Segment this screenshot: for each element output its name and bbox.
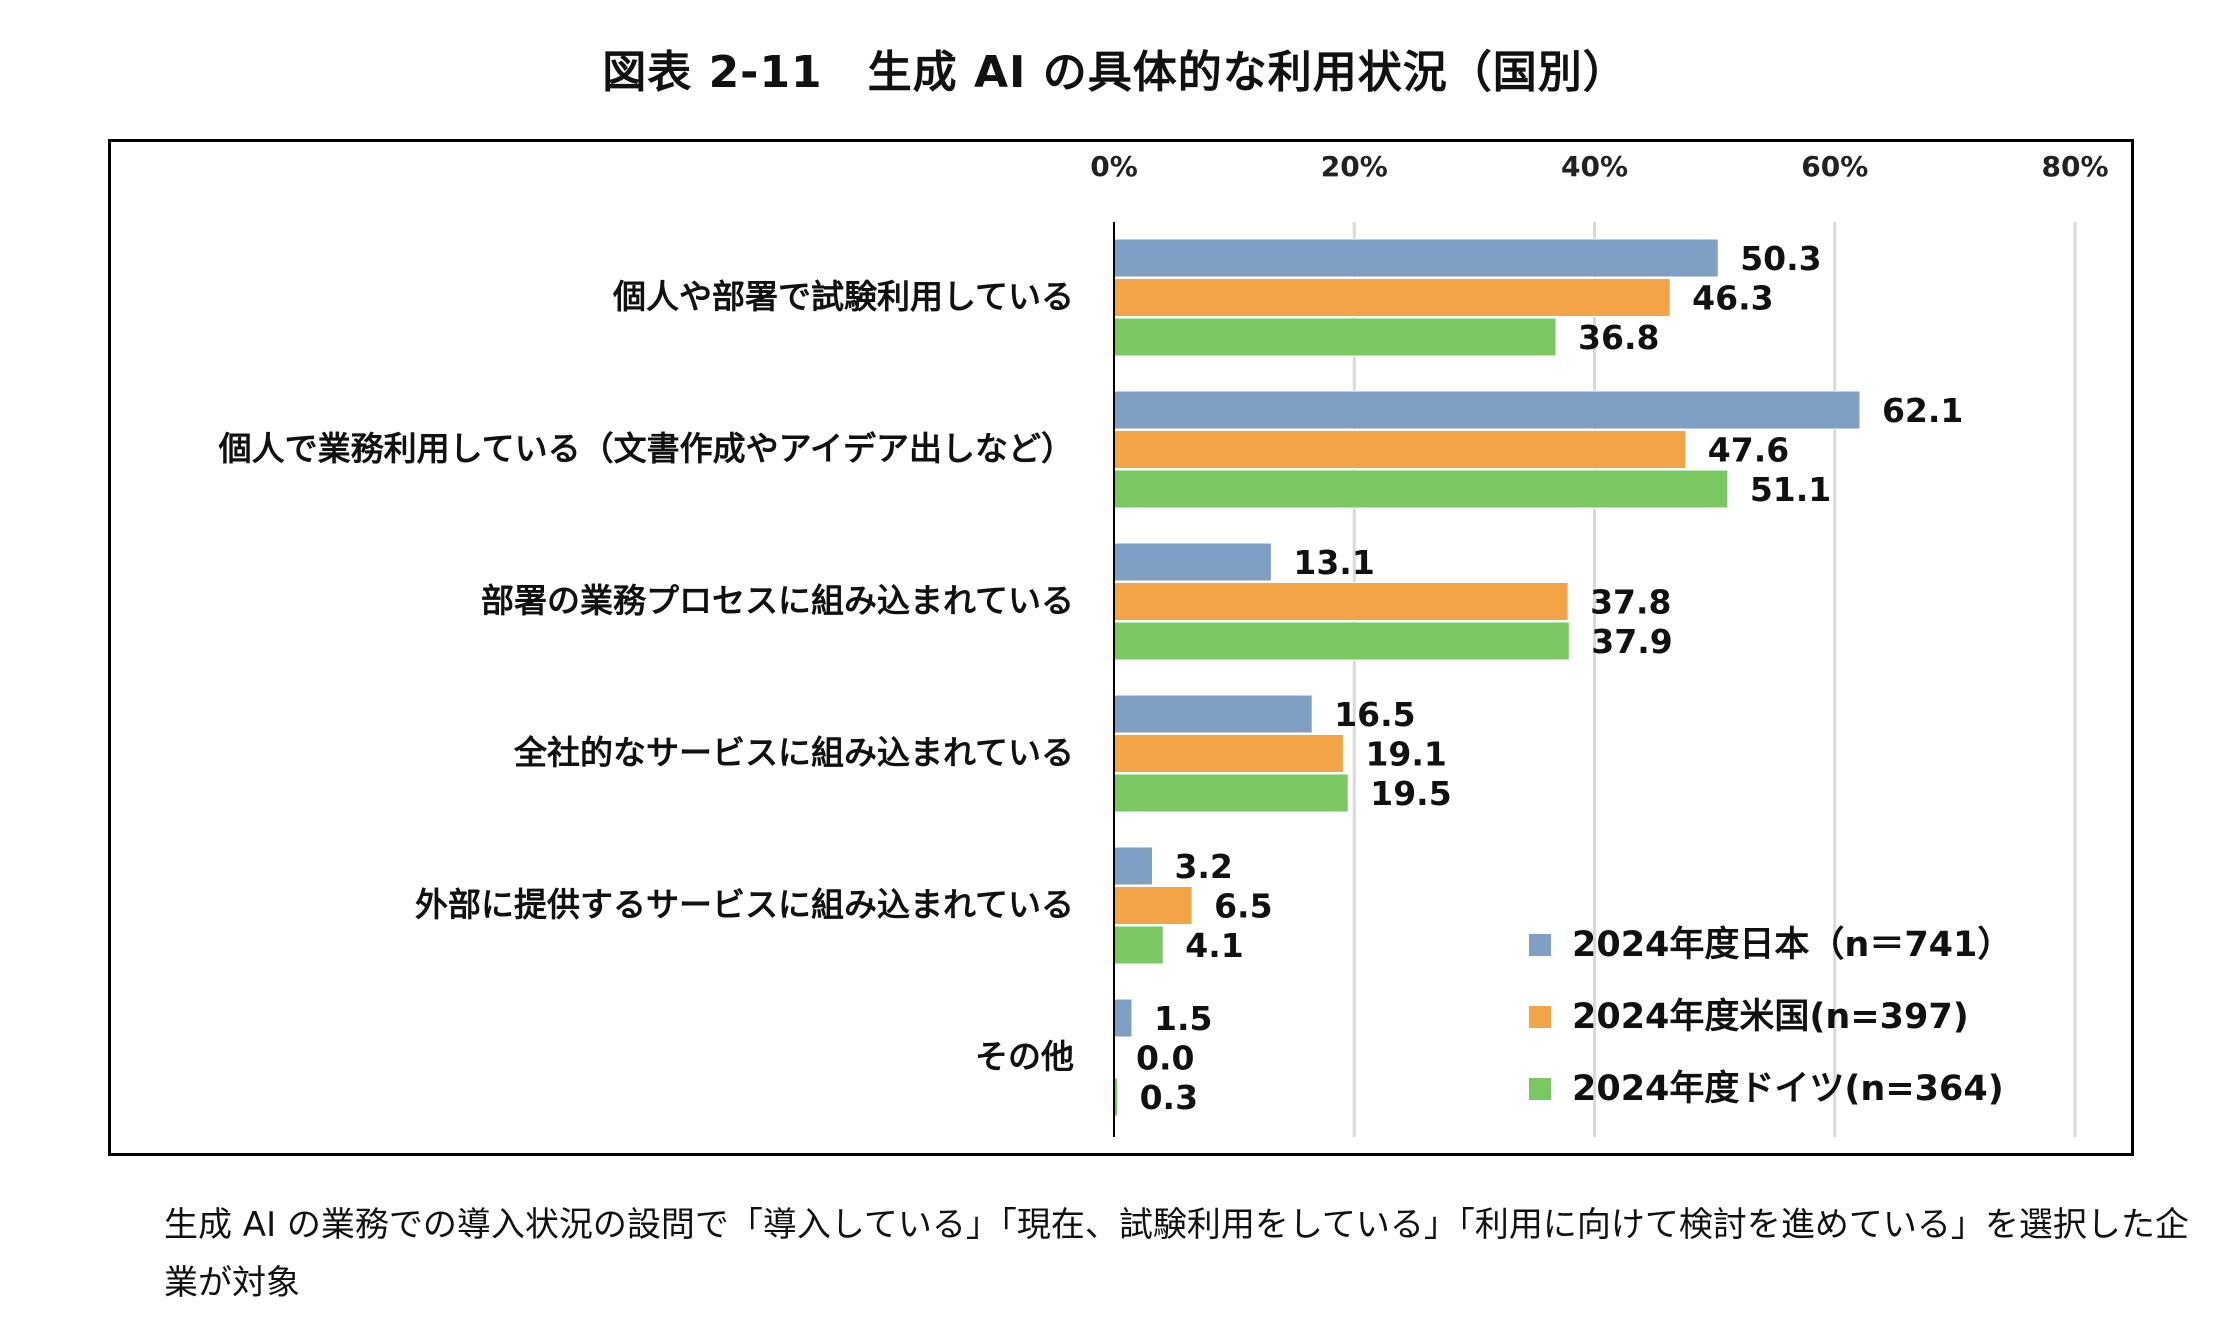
data-label: 51.1	[1750, 470, 1831, 509]
bar	[1113, 430, 1687, 469]
bar	[1113, 998, 1133, 1038]
bar	[1113, 542, 1272, 582]
data-label: 19.5	[1370, 774, 1451, 813]
category-label: 個人や部署で試験利用している	[612, 277, 1074, 316]
bar	[1113, 886, 1193, 925]
data-label: 47.6	[1708, 431, 1789, 470]
x-tick-label: 60%	[1801, 150, 1868, 183]
data-label: 50.3	[1740, 239, 1821, 278]
data-label: 37.8	[1590, 583, 1671, 622]
chart-frame	[108, 139, 2134, 1156]
x-tick-label: 40%	[1561, 150, 1628, 183]
bar	[1113, 278, 1671, 317]
bar	[1113, 925, 1164, 965]
bar	[1113, 773, 1349, 813]
data-label: 62.1	[1882, 391, 1963, 430]
category-label: その他	[975, 1037, 1074, 1076]
legend-label: 2024年度日本（n＝741）	[1572, 925, 2012, 965]
data-label: 16.5	[1334, 695, 1415, 734]
bar	[1113, 734, 1344, 773]
legend-swatch	[1529, 934, 1551, 956]
bar	[1113, 621, 1570, 661]
data-label: 37.9	[1591, 622, 1672, 661]
data-label: 0.3	[1140, 1078, 1198, 1117]
legend-swatch	[1529, 1006, 1551, 1028]
data-label: 13.1	[1293, 543, 1374, 582]
data-label: 6.5	[1214, 887, 1272, 926]
bar	[1113, 582, 1569, 621]
data-label: 19.1	[1365, 735, 1446, 774]
chart-title: 図表 2-11 生成 AI の具体的な利用状況（国別）	[602, 47, 1628, 98]
data-label: 46.3	[1692, 279, 1773, 318]
legend-swatch	[1529, 1078, 1551, 1100]
bar	[1113, 390, 1861, 430]
category-label: 外部に提供するサービスに組み込まれている	[415, 885, 1074, 924]
data-label: 1.5	[1154, 999, 1212, 1038]
category-label: 全社的なサービスに組み込まれている	[513, 733, 1074, 772]
data-label: 4.1	[1185, 926, 1243, 965]
x-tick-label: 20%	[1321, 150, 1388, 183]
legend-label: 2024年度ドイツ(n=364)	[1572, 1069, 2004, 1109]
bar	[1113, 317, 1557, 357]
x-tick-label: 80%	[2041, 150, 2108, 183]
footnote: 生成 AI の業務での導入状況の設問で「導入している」「現在、試験利用をしている…	[164, 1205, 2189, 1303]
bar	[1113, 694, 1313, 734]
legend-label: 2024年度米国(n=397)	[1572, 997, 1969, 1037]
bar	[1113, 238, 1719, 278]
bar	[1113, 846, 1153, 886]
data-label: 36.8	[1578, 318, 1659, 357]
data-label: 0.0	[1136, 1039, 1194, 1078]
bar	[1113, 469, 1729, 509]
category-label: 個人で業務利用している（文書作成やアイデア出しなど）	[218, 429, 1074, 468]
x-tick-label: 0%	[1090, 150, 1138, 183]
data-label: 3.2	[1174, 847, 1232, 886]
category-label: 部署の業務プロセスに組み込まれている	[481, 581, 1074, 620]
